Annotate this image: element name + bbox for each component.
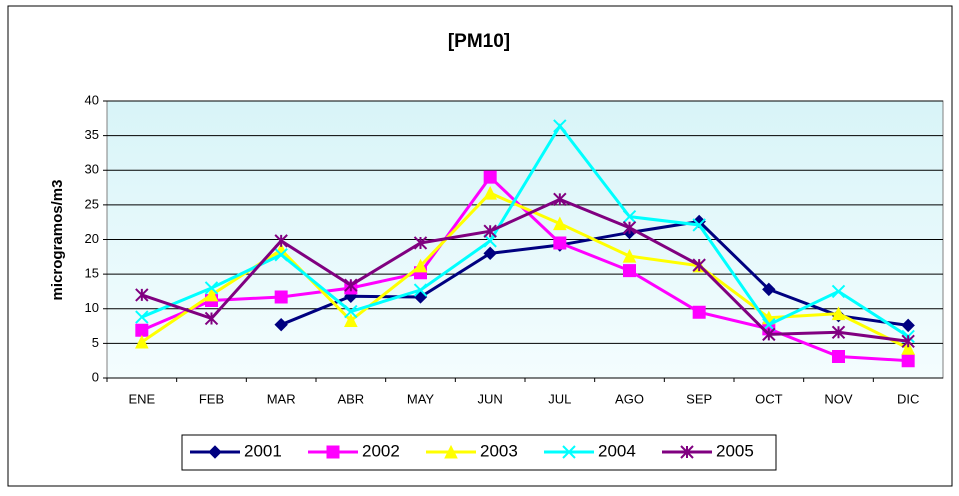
series-line [140,191,909,350]
series-line [141,197,909,343]
x-tick-label: DIC [897,391,919,406]
data-point [553,216,567,231]
data-point [901,318,915,333]
x-tick-label: FEB [199,391,224,406]
y-tick-label: 15 [85,266,99,281]
data-point [553,192,567,207]
x-tick-label: NOV [824,391,853,406]
data-point [413,258,428,273]
data-point [622,221,637,235]
legend-label: 2003 [480,441,518,460]
data-point [901,341,915,355]
legend-marker [326,445,340,459]
data-point [483,170,497,184]
y-axis-label: microgramos/m3 [49,180,66,301]
x-tick-label: SEP [686,391,712,406]
data-point [553,119,567,133]
x-tick-label: MAR [267,391,296,406]
data-point [483,224,497,238]
legend-label: 2001 [244,441,282,460]
legend-label: 2004 [598,441,636,460]
data-point [135,334,149,349]
series-line [141,123,909,338]
data-point [274,290,288,304]
x-tick-label: ABR [337,391,364,406]
data-point [274,234,288,248]
x-tick-label: JUN [478,391,503,406]
data-point [274,317,288,332]
y-tick-label: 40 [85,92,99,107]
y-tick-label: 35 [85,127,99,142]
data-point [135,310,149,324]
data-point [344,313,358,328]
data-point [135,288,149,302]
data-point [413,236,428,250]
x-tick-label: JUL [548,391,571,406]
data-point [483,246,497,261]
data-point [692,305,706,319]
data-point [204,311,219,326]
data-point [413,283,428,297]
data-point [762,282,776,297]
data-point [344,304,358,319]
data-point [832,350,845,364]
data-point [204,287,219,302]
y-tick-label: 25 [85,196,99,211]
legend-marker [562,445,576,459]
y-tick-label: 0 [92,369,99,384]
data-point [623,264,636,278]
legend-marker [680,445,694,459]
data-point [831,306,846,321]
data-point [622,209,637,224]
data-point [762,327,776,342]
data-point [901,354,915,368]
data-point [831,284,846,299]
legend-label: 2005 [716,441,754,460]
chart-title: [PM10] [448,31,510,52]
data-point [135,323,149,337]
data-point [901,334,915,349]
data-point [274,248,288,262]
legend-label: 2002 [362,441,400,460]
data-point [553,236,567,250]
x-tick-label: AGO [615,391,644,406]
data-point [344,278,358,292]
legend-marker [208,445,222,459]
x-tick-label: ENE [128,391,155,406]
data-point [692,258,706,272]
y-tick-label: 10 [85,300,99,315]
data-point [204,281,219,295]
x-tick-label: MAY [407,391,435,406]
data-point [622,249,637,263]
y-tick-label: 5 [92,335,99,350]
data-point [692,218,706,232]
data-point [831,325,846,340]
y-tick-label: 30 [85,162,99,177]
data-point [483,185,497,200]
data-point [483,234,497,248]
legend-marker [444,444,458,459]
y-tick-label: 20 [85,231,99,246]
x-tick-label: OCT [755,391,783,406]
